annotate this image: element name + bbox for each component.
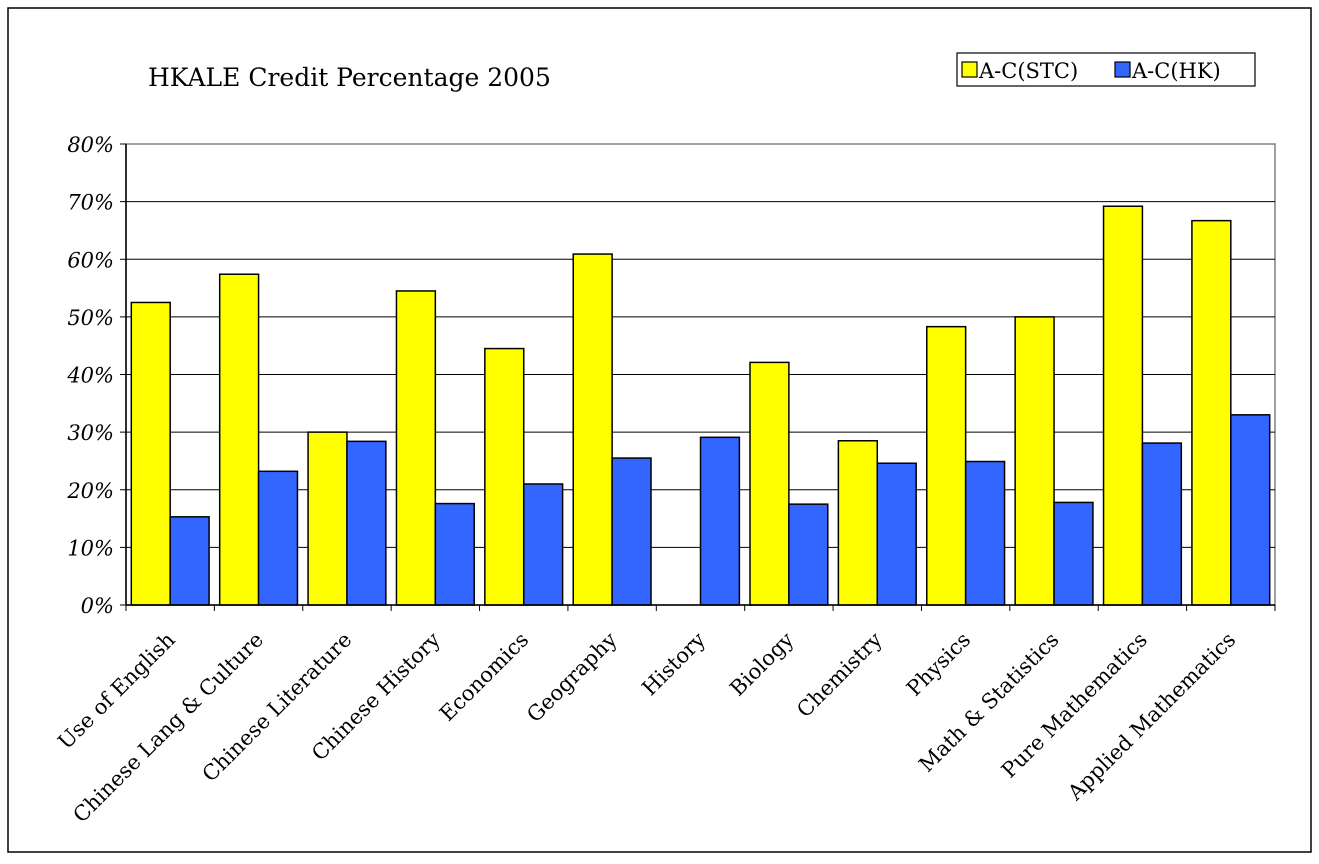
legend-label-hk: A-C(HK) (1131, 59, 1221, 83)
bar-hk (434, 502, 475, 606)
bar-stc (1191, 219, 1232, 606)
y-tick-label: 80% (67, 133, 114, 157)
bar-hk (346, 440, 387, 606)
chart-title: HKALE Credit Percentage 2005 (148, 63, 551, 92)
bar-stc (484, 347, 525, 606)
bar-stc (1014, 316, 1055, 606)
legend-label-stc: A-C(STC) (978, 59, 1078, 83)
bar-hk (1053, 501, 1094, 606)
bar-hk (522, 483, 564, 606)
bars (130, 205, 1271, 606)
y-tick-label: 60% (67, 248, 114, 272)
bar-stc (218, 273, 260, 606)
y-tick-label: 50% (67, 306, 114, 330)
y-tick-label: 30% (67, 421, 114, 445)
legend-box (956, 52, 1256, 87)
legend-swatch-stc (961, 61, 978, 78)
bar-hk (964, 460, 1006, 606)
bar-stc (395, 290, 437, 606)
bar-stc (307, 431, 348, 606)
bar-stc (749, 361, 790, 606)
chart-legend: A-C(STC) A-C(HK) (956, 52, 1256, 87)
bar-stc (926, 325, 967, 606)
bar-hk (699, 436, 741, 606)
bar-stc (1102, 205, 1144, 606)
y-tick-label: 40% (66, 364, 114, 388)
y-tick-label: 20% (66, 479, 114, 503)
bar-hk (169, 516, 210, 606)
bar-hk (788, 503, 829, 606)
bar-stc (837, 440, 879, 606)
bar-hk (257, 470, 299, 606)
bar-hk (611, 457, 652, 606)
legend-swatch-hk (1114, 61, 1131, 78)
bar-stc (572, 253, 613, 606)
y-axis: 0% 10% 20% 30% 40% 50% 60% 70% 80% (66, 133, 127, 618)
bar-stc (130, 301, 171, 606)
bar-hk (876, 462, 917, 606)
y-tick-label: 0% (81, 594, 114, 618)
y-tick-label: 10% (67, 536, 114, 560)
bar-hk (1230, 414, 1271, 606)
bar-hk (1141, 442, 1183, 606)
y-tick-label: 70% (67, 191, 114, 215)
